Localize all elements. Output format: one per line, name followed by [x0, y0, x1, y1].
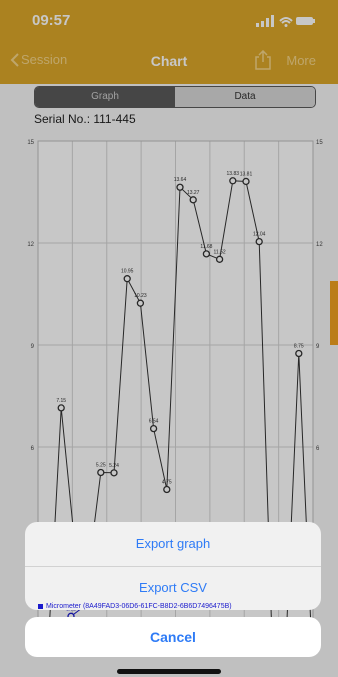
nav-bar: Session Chart More — [0, 38, 338, 84]
y-tick-label-left: 6 — [31, 446, 35, 452]
cancel-button[interactable]: Cancel — [25, 617, 321, 657]
data-label: 10.95 — [121, 269, 134, 275]
data-point — [136, 299, 145, 307]
status-time: 09:57 — [32, 12, 71, 29]
back-button[interactable]: Session — [10, 52, 67, 67]
data-label: 8.75 — [294, 344, 304, 350]
segmented-control: Graph Data — [34, 86, 316, 108]
export-graph-button[interactable]: Export graph — [25, 522, 321, 567]
data-label: 10.23 — [134, 293, 147, 299]
segment-graph[interactable]: Graph — [35, 87, 175, 107]
y-tick-label-left: 9 — [31, 344, 35, 350]
data-point — [255, 237, 263, 246]
data-label: 13.83 — [227, 171, 240, 177]
data-point — [215, 255, 224, 263]
data-point — [202, 250, 211, 258]
data-point — [163, 485, 171, 494]
legend-swatch — [38, 604, 43, 609]
chart-legend: Micrometer (8A49FAD3-06D6-61FC-B8D2-6B6D… — [38, 603, 232, 610]
data-point — [242, 177, 250, 186]
export-csv-button[interactable]: Export CSV — [139, 580, 207, 595]
back-label: Session — [21, 52, 68, 67]
y-tick-label-right: 15 — [316, 140, 323, 146]
data-label: 4.75 — [162, 480, 172, 486]
data-point — [295, 349, 303, 358]
share-icon[interactable] — [255, 49, 271, 70]
status-bar: 09:57 — [0, 0, 338, 38]
wifi-icon — [279, 17, 293, 27]
data-point — [229, 177, 237, 185]
y-tick-label-right: 12 — [316, 242, 323, 248]
signal-icon — [256, 15, 274, 27]
chevron-left-icon — [10, 52, 19, 67]
data-label: 13.27 — [187, 190, 200, 196]
data-label: 13.81 — [240, 171, 253, 177]
y-tick-label-right: 9 — [316, 344, 320, 350]
data-point — [189, 196, 197, 204]
more-button[interactable]: More — [286, 53, 316, 68]
legend-label: Micrometer (8A49FAD3-06D6-61FC-B8D2-6B6D… — [46, 603, 232, 610]
action-sheet: Export graph Export CSV — [25, 522, 321, 610]
data-point — [110, 469, 118, 477]
battery-icon — [296, 17, 315, 25]
data-point — [176, 183, 184, 191]
data-label: 13.64 — [174, 177, 187, 183]
data-label: 7.15 — [56, 398, 66, 404]
data-point — [149, 424, 158, 433]
page-title: Chart — [150, 53, 188, 69]
data-label: 6.54 — [149, 419, 159, 425]
data-point — [97, 468, 105, 477]
data-label: 11.68 — [200, 244, 212, 250]
data-point — [57, 404, 65, 412]
data-point — [123, 275, 131, 283]
y-tick-label-right: 6 — [316, 446, 320, 452]
data-label: 5.25 — [96, 463, 106, 469]
segment-data[interactable]: Data — [175, 87, 315, 107]
home-indicator — [117, 669, 221, 674]
y-tick-label-left: 15 — [27, 140, 34, 146]
data-label: 5.24 — [109, 463, 119, 469]
y-tick-label-left: 12 — [27, 242, 34, 248]
data-label: 12.04 — [253, 232, 266, 238]
serial-number: Serial No.: 111-445 — [34, 112, 136, 126]
side-tab[interactable] — [330, 281, 338, 345]
data-label: 11.52 — [214, 249, 226, 255]
status-icons — [256, 14, 316, 27]
